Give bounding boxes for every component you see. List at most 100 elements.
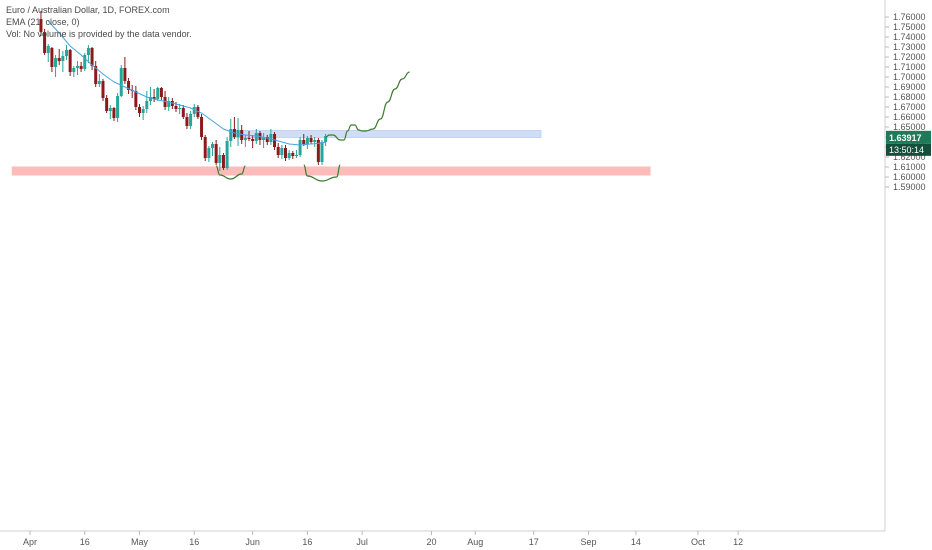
candle-body xyxy=(57,58,61,61)
candle xyxy=(284,145,287,161)
y-tick-label: 1.71000 xyxy=(893,62,926,72)
projection-path xyxy=(325,71,410,141)
candle-body xyxy=(61,56,65,61)
y-tick-label: 1.75000 xyxy=(893,22,926,32)
candle-body xyxy=(163,97,167,107)
candle-body xyxy=(108,108,112,111)
candle xyxy=(61,51,65,72)
candle xyxy=(43,29,47,55)
candle xyxy=(123,57,127,84)
candle-body xyxy=(240,130,244,140)
candle-body xyxy=(294,155,298,156)
candle-body xyxy=(225,141,229,168)
candle xyxy=(138,104,141,117)
candle xyxy=(262,133,266,148)
candle xyxy=(298,137,302,157)
candle xyxy=(86,45,90,63)
candle xyxy=(196,105,200,119)
candle xyxy=(313,137,317,147)
candle-body xyxy=(174,106,178,109)
y-tick-label: 1.70000 xyxy=(893,72,926,82)
candle-body xyxy=(211,144,214,148)
candle-body xyxy=(156,88,160,99)
support-zone xyxy=(11,166,651,176)
candle xyxy=(280,145,284,159)
candle-body xyxy=(86,48,90,55)
x-tick-label: 20 xyxy=(426,537,436,547)
candle-body xyxy=(192,107,196,114)
candle-body xyxy=(50,48,54,67)
zones-layer xyxy=(11,130,651,176)
candle xyxy=(232,117,236,139)
candle xyxy=(243,135,247,147)
candle xyxy=(203,135,207,161)
candle-body xyxy=(320,142,324,162)
candle-body xyxy=(68,50,72,72)
candle-body xyxy=(262,137,266,140)
candle-body xyxy=(167,101,171,107)
candle xyxy=(236,118,240,146)
candle-body xyxy=(309,138,313,142)
candle xyxy=(167,97,171,111)
candle-body xyxy=(181,108,185,117)
x-tick-label: Jul xyxy=(356,537,368,547)
candle-body xyxy=(65,50,68,56)
legend-vol[interactable]: Vol: No volume is provided by the data v… xyxy=(6,29,192,39)
x-tick-label: Oct xyxy=(691,537,706,547)
candle-body xyxy=(83,55,87,69)
y-tick-label: 1.60000 xyxy=(893,172,926,182)
legend-ema[interactable]: EMA (21, close, 0) xyxy=(6,17,80,27)
candle xyxy=(302,134,306,146)
candle-body xyxy=(90,48,94,66)
candle xyxy=(251,135,255,148)
countdown-value: 13:50:14 xyxy=(889,145,924,155)
candle xyxy=(273,132,277,150)
y-tick-label: 1.76000 xyxy=(893,12,926,22)
legend-symbol[interactable]: Euro / Australian Dollar, 1D, FOREX.com xyxy=(6,5,170,15)
y-tick-label: 1.69000 xyxy=(893,82,926,92)
x-tick-label: Aug xyxy=(467,537,483,547)
candle-body xyxy=(291,153,295,156)
candle xyxy=(108,105,112,119)
candle xyxy=(211,142,214,156)
x-tick-label: 16 xyxy=(302,537,312,547)
candle xyxy=(305,136,309,149)
candle-body xyxy=(152,97,156,99)
candle xyxy=(112,107,116,121)
candle xyxy=(178,104,182,114)
candle-body xyxy=(305,138,309,144)
candle xyxy=(316,138,320,165)
candle xyxy=(294,150,298,158)
candle xyxy=(148,87,152,105)
price-label-bg xyxy=(886,130,931,144)
candle xyxy=(145,91,149,113)
chart-legend: Euro / Australian Dollar, 1D, FOREX.com … xyxy=(6,4,192,40)
candle xyxy=(54,55,58,77)
y-tick-label: 1.67000 xyxy=(893,102,926,112)
candle xyxy=(94,61,98,87)
ema-layer xyxy=(47,20,326,146)
candle-body xyxy=(43,32,47,53)
candle-body xyxy=(178,108,182,109)
candle-body xyxy=(105,98,109,111)
candle xyxy=(185,113,189,129)
drawing-layer xyxy=(215,71,410,182)
candle-body xyxy=(119,68,123,96)
candle-body xyxy=(79,66,83,69)
candle-body xyxy=(75,66,79,68)
y-tick-label: 1.72000 xyxy=(893,52,926,62)
candle xyxy=(269,129,273,145)
y-tick-label: 1.62000 xyxy=(893,152,926,162)
candle xyxy=(127,78,131,94)
candle xyxy=(90,47,94,70)
x-tick-label: Jun xyxy=(245,537,260,547)
candle xyxy=(229,119,233,147)
candle xyxy=(225,137,229,170)
candle xyxy=(189,111,193,129)
candle-body xyxy=(313,140,317,142)
candle xyxy=(46,44,50,62)
candle xyxy=(79,62,83,72)
